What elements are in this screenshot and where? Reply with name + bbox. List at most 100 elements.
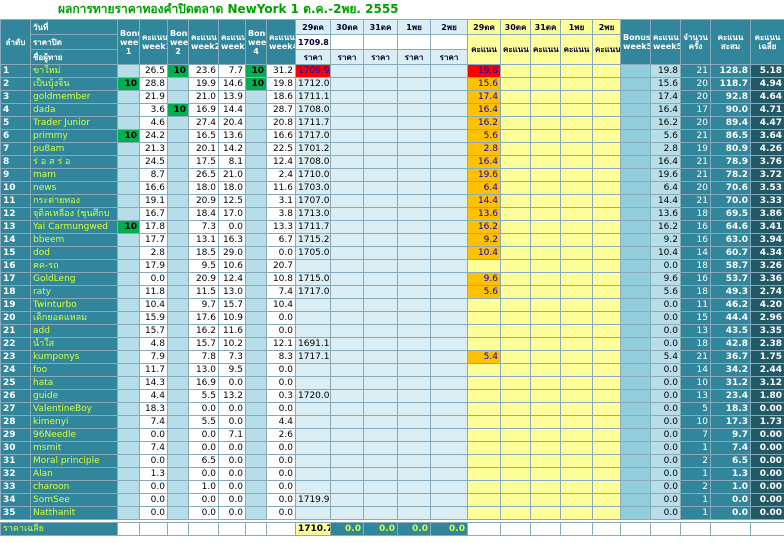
cell: 20 bbox=[680, 90, 711, 104]
cell: คะแนน bbox=[592, 34, 621, 65]
cell bbox=[363, 506, 398, 520]
cell: 20.8 bbox=[266, 116, 296, 130]
cell: 3.72 bbox=[750, 168, 784, 182]
cell: 8 bbox=[0, 155, 31, 169]
cell bbox=[430, 272, 468, 286]
cell bbox=[620, 454, 651, 468]
cell: 0.0 bbox=[139, 493, 168, 507]
cell: ร่ อ ส ร่ อ bbox=[30, 155, 118, 169]
cell bbox=[560, 116, 593, 130]
cell: 16 bbox=[680, 272, 711, 286]
cell: 0.00 bbox=[750, 480, 784, 494]
cell: 0.0 bbox=[139, 428, 168, 442]
cell bbox=[560, 506, 593, 520]
cell: 0.00 bbox=[750, 428, 784, 442]
cell bbox=[467, 454, 501, 468]
cell: 4.8 bbox=[139, 337, 168, 351]
cell bbox=[530, 493, 561, 507]
cell bbox=[295, 428, 331, 442]
cell: 15 bbox=[680, 311, 711, 325]
cell: 29ตค bbox=[295, 19, 331, 35]
cell: 9.5 bbox=[218, 363, 246, 377]
cell: 23 bbox=[0, 350, 31, 364]
cell: ValentineBoy bbox=[30, 402, 118, 416]
cell: 18.5 bbox=[188, 246, 219, 260]
cell bbox=[620, 415, 651, 429]
cell bbox=[330, 129, 364, 143]
cell: 13.6 bbox=[218, 129, 246, 143]
data-row: 21 add 15.7 16.2 11.6 0.0 0.0 13 43.5 3.35 bbox=[0, 324, 784, 338]
cell bbox=[330, 493, 364, 507]
cell bbox=[397, 116, 431, 130]
cell bbox=[245, 402, 267, 416]
cell: 5.18 bbox=[750, 64, 784, 78]
cell: 21.0 bbox=[218, 168, 246, 182]
cell: 16.2 bbox=[650, 116, 681, 130]
cell bbox=[592, 103, 621, 117]
cell bbox=[430, 194, 468, 208]
cell bbox=[530, 428, 561, 442]
cell bbox=[245, 467, 267, 481]
cell: 16.2 bbox=[467, 220, 501, 234]
cell: add bbox=[30, 324, 118, 338]
cell bbox=[530, 103, 561, 117]
cell: 0.0 bbox=[266, 363, 296, 377]
cell bbox=[167, 181, 189, 195]
cell bbox=[363, 142, 398, 156]
cell bbox=[592, 441, 621, 455]
cell bbox=[363, 480, 398, 494]
cell: hata bbox=[30, 376, 118, 390]
cell: 70.0 bbox=[710, 194, 751, 208]
cell bbox=[500, 363, 531, 377]
cell: 14.6 bbox=[218, 77, 246, 91]
cell bbox=[680, 522, 711, 536]
cell bbox=[330, 103, 364, 117]
cell bbox=[430, 207, 468, 221]
cell: 9.7 bbox=[710, 428, 751, 442]
cell bbox=[117, 181, 140, 195]
cell bbox=[592, 402, 621, 416]
cell: 11.6 bbox=[266, 181, 296, 195]
cell: 4.71 bbox=[750, 103, 784, 117]
cell: 0.0 bbox=[650, 363, 681, 377]
cell: 8.1 bbox=[218, 155, 246, 169]
cell bbox=[117, 298, 140, 312]
cell bbox=[330, 272, 364, 286]
cell: 0.00 bbox=[750, 506, 784, 520]
cell: ราคา bbox=[397, 49, 431, 65]
cell: 0.0 bbox=[188, 402, 219, 416]
cell bbox=[167, 259, 189, 273]
cell bbox=[592, 480, 621, 494]
cell: 5 bbox=[0, 116, 31, 130]
cell bbox=[530, 116, 561, 130]
cell bbox=[397, 441, 431, 455]
cell: 1.3 bbox=[139, 467, 168, 481]
cell bbox=[245, 116, 267, 130]
cell bbox=[467, 324, 501, 338]
cell bbox=[530, 181, 561, 195]
cell bbox=[430, 168, 468, 182]
cell bbox=[560, 233, 593, 247]
data-row: 12 จุดิลเหลือง (ชุนศึกบ 16.7 18.4 17.0 3.8 171… bbox=[0, 207, 784, 221]
cell bbox=[117, 480, 140, 494]
cell bbox=[245, 480, 267, 494]
cell: 17.4 bbox=[650, 90, 681, 104]
cell: 0.0 bbox=[266, 324, 296, 338]
data-row: 1 ขาใหม่ 26.5 10 23.6 7.7 10 31.2 1709.9 19.8 19.8… bbox=[0, 64, 784, 78]
cell: 0.0 bbox=[266, 402, 296, 416]
cell bbox=[530, 389, 561, 403]
cell bbox=[620, 493, 651, 507]
cell: 18 bbox=[680, 259, 711, 273]
cell: 0.0 bbox=[188, 506, 219, 520]
cell: 0.0 bbox=[266, 311, 296, 325]
cell bbox=[167, 233, 189, 247]
cell: 16.4 bbox=[467, 155, 501, 169]
cell: คะแนนเฉลี่ย bbox=[750, 19, 784, 65]
cell bbox=[430, 246, 468, 260]
cell bbox=[245, 233, 267, 247]
cell bbox=[620, 90, 651, 104]
cell bbox=[430, 116, 468, 130]
cell: 24.2 bbox=[139, 129, 168, 143]
cell: 17.0 bbox=[218, 207, 246, 221]
